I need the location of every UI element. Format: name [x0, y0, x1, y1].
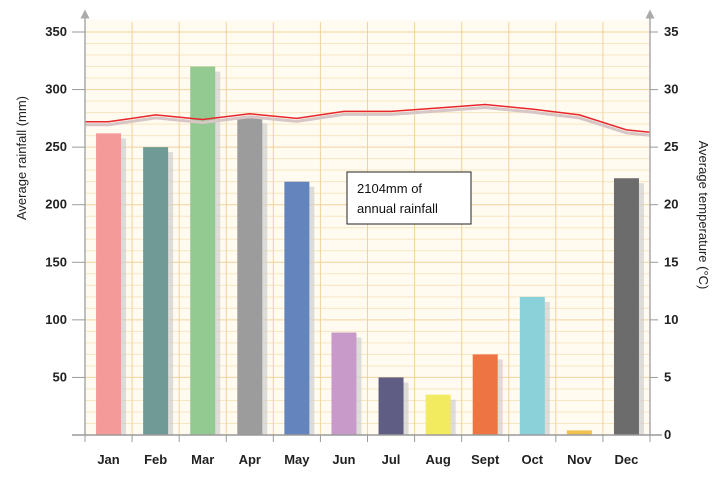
x-tick-label: Jun	[332, 452, 355, 467]
right-tick-label: 0	[664, 427, 671, 442]
left-axis-title: Average rainfall (mm)	[14, 96, 29, 220]
temperature-line-path	[85, 103, 651, 133]
annotation-line-1: 2104mm of	[357, 181, 422, 196]
temperature-line	[85, 103, 651, 137]
left-tick-label: 200	[45, 197, 67, 212]
bar-oct	[519, 296, 545, 435]
bar-dec	[613, 178, 639, 435]
x-tick-label: Jul	[382, 452, 401, 467]
left-tick-label: 150	[45, 254, 67, 269]
x-tick-label: Apr	[239, 452, 261, 467]
bar-sept	[472, 354, 498, 435]
left-tick-label: 250	[45, 139, 67, 154]
right-tick-label: 10	[664, 312, 678, 327]
x-tick-label: Sept	[471, 452, 500, 467]
x-tick-label: May	[284, 452, 310, 467]
right-tick-label: 30	[664, 82, 678, 97]
x-tick-label: Feb	[144, 452, 167, 467]
x-tick-label: Dec	[615, 452, 639, 467]
bar-mar	[190, 66, 216, 436]
right-axis-title: Average temperature (°C)	[696, 141, 711, 290]
left-tick-label: 350	[45, 24, 67, 39]
left-tick-label: 300	[45, 82, 67, 97]
x-tick-label: Nov	[567, 452, 592, 467]
right-tick-label: 35	[664, 24, 678, 39]
left-axis-ticks: 50 100 150 200 250 300 350	[45, 24, 85, 384]
bars	[96, 66, 644, 436]
bar-nov	[566, 430, 592, 435]
x-tick-label: Jan	[97, 452, 119, 467]
x-tick-label: Mar	[191, 452, 214, 467]
left-tick-label: 100	[45, 312, 67, 327]
right-tick-label: 5	[664, 369, 671, 384]
temperature-line-shadow	[85, 105, 651, 137]
x-tick-label: Oct	[521, 452, 543, 467]
bar-may	[284, 181, 310, 435]
bar-jan	[96, 133, 122, 435]
bar-aug	[425, 394, 451, 435]
right-tick-label: 25	[664, 139, 678, 154]
bar-feb	[143, 147, 169, 435]
x-axis-ticks: Jan Feb Mar Apr May Jun Jul Aug Sept Oct Nov Dec	[84, 435, 651, 467]
annotation-box: 2104mm of annual rainfall	[346, 171, 472, 225]
right-tick-label: 15	[664, 254, 678, 269]
right-axis-ticks: 0 5 10 15 20 25 30 35	[650, 24, 678, 442]
right-tick-label: 20	[664, 197, 678, 212]
bar-jul	[378, 377, 404, 435]
bar-apr	[237, 118, 263, 435]
left-tick-label: 50	[53, 369, 67, 384]
annotation-line-2: annual rainfall	[357, 201, 438, 216]
x-tick-label: Aug	[425, 452, 450, 467]
bar-jun	[331, 332, 357, 435]
